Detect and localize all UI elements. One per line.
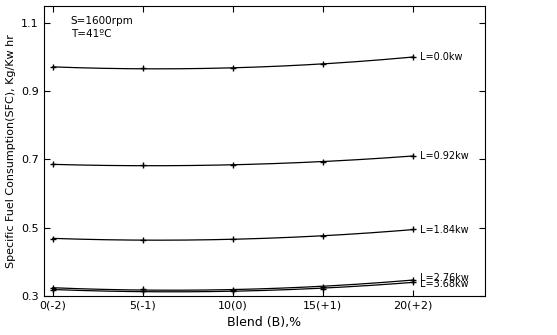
X-axis label: Blend (B),%: Blend (B),% (227, 317, 301, 329)
Text: L=1.84kw: L=1.84kw (420, 225, 468, 234)
Text: L=2.76kw: L=2.76kw (420, 273, 468, 283)
Text: L=0.92kw: L=0.92kw (420, 151, 468, 161)
Text: S=1600rpm
T=41ºC: S=1600rpm T=41ºC (71, 16, 134, 39)
Text: L=0.0kw: L=0.0kw (420, 52, 462, 62)
Y-axis label: Specific Fuel Consumption(SFC), Kg/Kw hr: Specific Fuel Consumption(SFC), Kg/Kw hr (6, 34, 16, 268)
Text: L=3.68kw: L=3.68kw (420, 279, 468, 289)
